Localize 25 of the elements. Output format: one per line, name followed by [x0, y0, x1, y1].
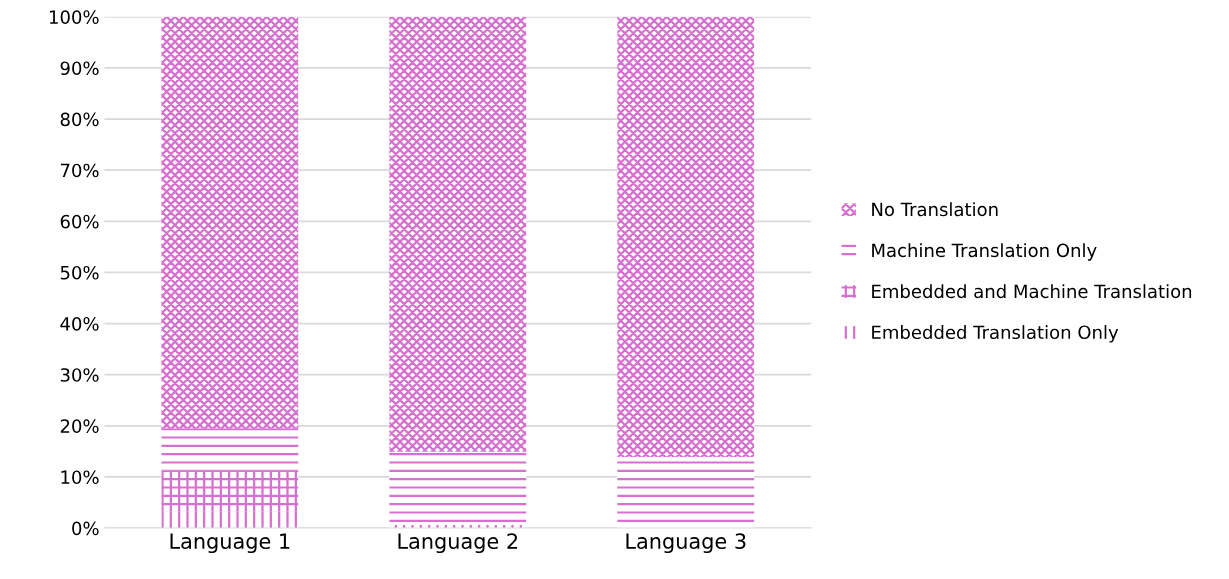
bar [161, 511, 299, 529]
x-tick-label: Language 1 [170, 533, 290, 554]
y-tick-label: 30% [60, 368, 99, 382]
y-tick-label: 0% [72, 521, 99, 536]
y-tick-label: 70% [60, 163, 99, 178]
x-tick-label: Language 3 [626, 533, 746, 554]
legend-label: No Translation [872, 202, 998, 217]
bar [617, 16, 755, 457]
y-tick-label: 80% [60, 112, 99, 127]
y-tick-label: 20% [60, 419, 99, 433]
x-tick-label: Language 2 [398, 533, 518, 554]
legend-label: Machine Translation Only [872, 243, 1097, 261]
bar [161, 470, 299, 512]
bar [161, 16, 299, 429]
bar [389, 451, 527, 525]
y-tick-label: 60% [60, 214, 99, 229]
y-tick-label: 10% [61, 470, 99, 485]
bar [389, 16, 527, 452]
y-tick-label: 90% [60, 61, 99, 76]
legend-label: Embedded Translation Only [872, 325, 1119, 343]
legend-label: Embedded and Machine Translation [872, 284, 1192, 299]
y-tick-label: 40% [60, 317, 99, 331]
bar [161, 428, 299, 471]
y-tick-label: 50% [60, 265, 99, 280]
y-tick-label: 100% [49, 10, 99, 24]
